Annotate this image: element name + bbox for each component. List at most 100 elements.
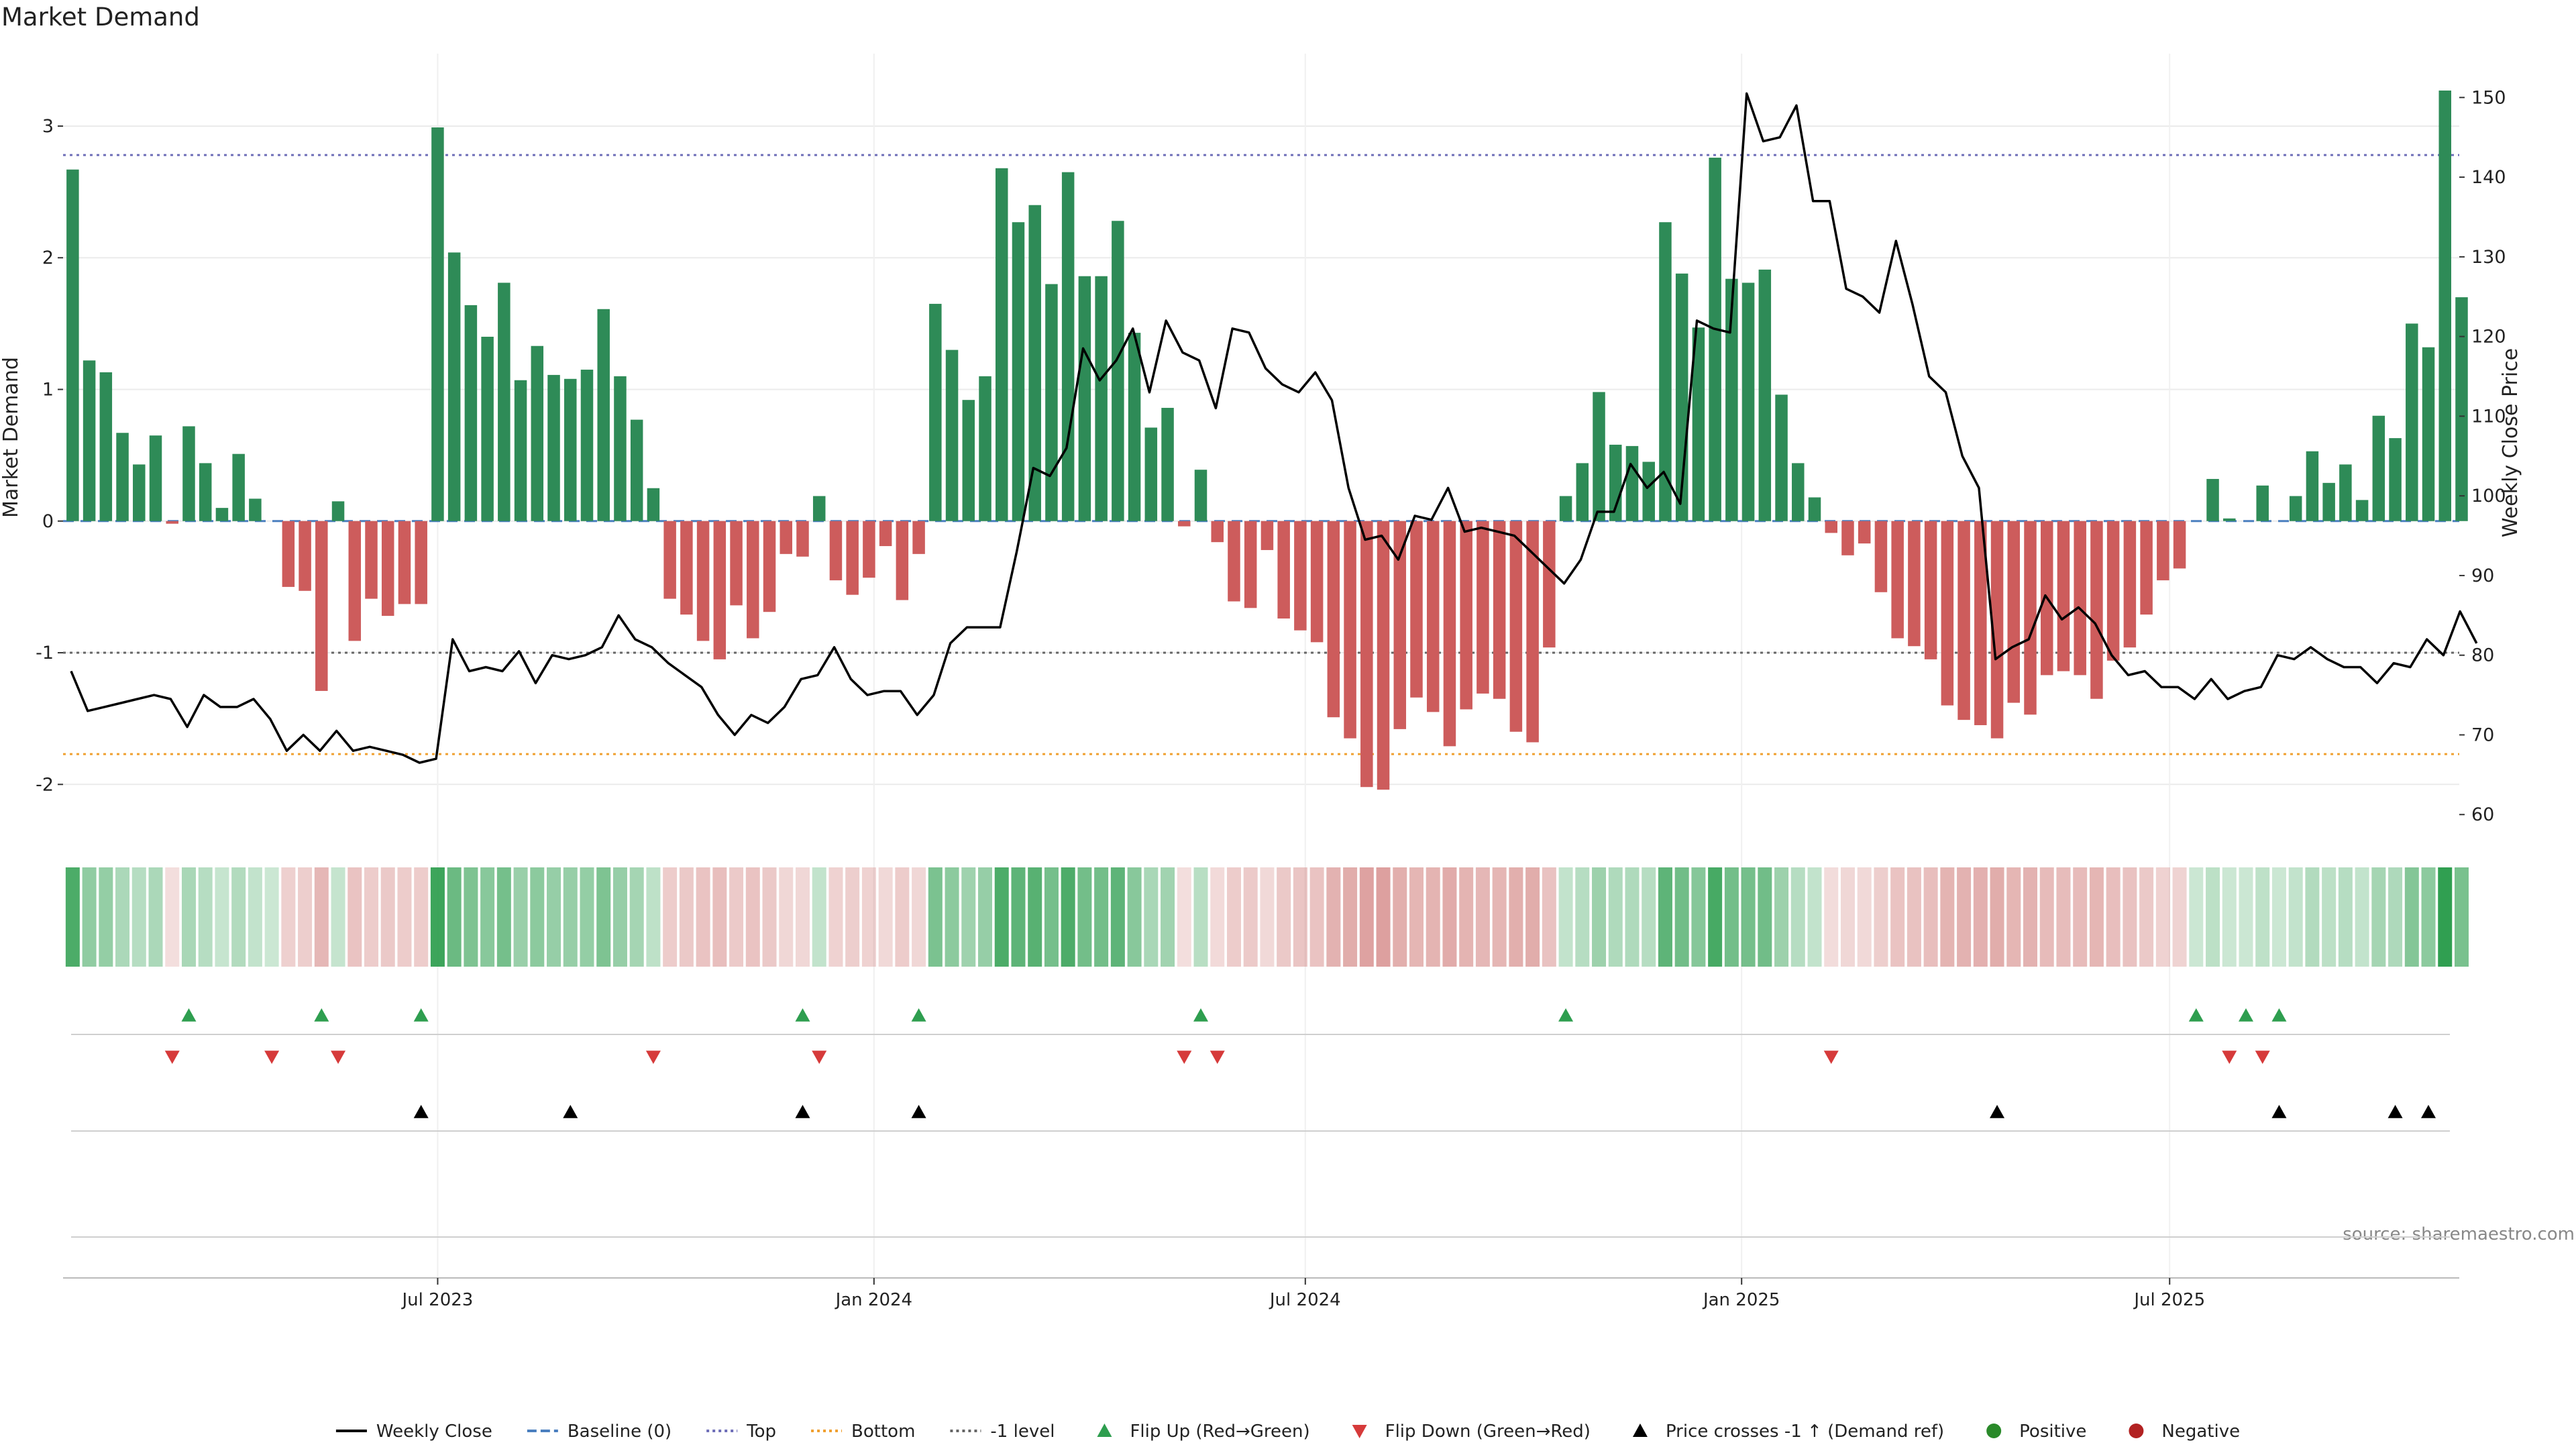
price-cross-marker xyxy=(2271,1105,2287,1118)
negative-demand-bar xyxy=(2173,521,2186,569)
positive-demand-bar xyxy=(215,508,229,521)
heatstrip-cell xyxy=(2089,867,2104,967)
y2-tick-label: 80 xyxy=(2471,645,2494,666)
positive-demand-bar xyxy=(1609,444,1622,521)
legend-label: Negative xyxy=(2161,1421,2240,1442)
negative-demand-bar xyxy=(663,521,676,599)
positive-demand-bar xyxy=(514,380,527,521)
legend-label: Price crosses -1 ↑ (Demand ref) xyxy=(1666,1421,1944,1442)
positive-demand-bar xyxy=(481,336,494,521)
negative-demand-bar xyxy=(1924,521,1937,659)
positive-demand-bar xyxy=(431,127,444,521)
heatstrip-cell xyxy=(1890,867,1905,967)
heatstrip-cell xyxy=(1642,867,1656,967)
heatstrip-cell xyxy=(1326,867,1341,967)
flip-down-marker xyxy=(1210,1051,1225,1064)
legend-symbol-triangle-down xyxy=(1352,1425,1367,1438)
heatstrip-cell xyxy=(1193,867,1208,967)
heatstrip-cell xyxy=(2206,867,2220,967)
negative-demand-bar xyxy=(680,521,693,615)
positive-demand-bar xyxy=(133,464,146,521)
negative-demand-bar xyxy=(315,521,328,691)
heatstrip-cell xyxy=(430,867,445,967)
y2-tick-label: 90 xyxy=(2471,566,2494,586)
negative-demand-bar xyxy=(2123,521,2137,648)
flip-down-marker xyxy=(812,1051,827,1064)
legend-symbol-circle xyxy=(1986,1424,2002,1438)
positive-demand-bar xyxy=(1045,284,1058,521)
heatstrip-cell xyxy=(1625,867,1640,967)
positive-demand-bar xyxy=(331,501,345,521)
heatstrip-cell xyxy=(1923,867,1938,967)
heatstrip-cell xyxy=(1044,867,1059,967)
legend-label: Flip Up (Red→Green) xyxy=(1130,1421,1309,1442)
heatstrip-cell xyxy=(745,867,760,967)
flip-down-marker xyxy=(264,1051,280,1064)
positive-demand-bar xyxy=(2289,496,2302,521)
heatstrip-cell xyxy=(148,867,163,967)
heatstrip-cell xyxy=(264,867,279,967)
price-cross-marker xyxy=(2421,1105,2436,1118)
heatstrip-cell xyxy=(447,867,462,967)
y2-tick-label: 140 xyxy=(2471,167,2506,188)
positive-demand-bar xyxy=(2406,323,2418,521)
heatstrip-cell xyxy=(2222,867,2237,967)
heatstrip-cell xyxy=(2305,867,2320,967)
heatstrip-cell xyxy=(198,867,213,967)
heatstrip-cell xyxy=(1840,867,1855,967)
heatstrip-cell xyxy=(1475,867,1490,967)
negative-demand-bar xyxy=(763,521,776,612)
heatstrip-cell xyxy=(1724,867,1739,967)
legend-label: Positive xyxy=(2019,1421,2086,1442)
heatstrip-cell xyxy=(1409,867,1424,967)
heatstrip-cell xyxy=(1708,867,1723,967)
legend: Weekly Close Baseline (0) Top Bottom -1 leve… xyxy=(335,1421,2240,1442)
positive-demand-bar xyxy=(1692,327,1705,521)
heatstrip-cell xyxy=(2172,867,2187,967)
negative-demand-bar xyxy=(846,521,859,595)
positive-demand-bar xyxy=(498,282,511,521)
legend-label: Top xyxy=(746,1421,776,1442)
legend-label: Weekly Close xyxy=(376,1421,492,1442)
heatstrip-cell xyxy=(2271,867,2286,967)
heatstrip-cell xyxy=(1110,867,1125,967)
positive-demand-bar xyxy=(580,370,594,521)
heatstrip-cell xyxy=(1061,867,1075,967)
gridlines xyxy=(63,54,2459,1278)
heatstrip-cell xyxy=(1907,867,1921,967)
heatstrip-cell xyxy=(629,867,644,967)
heatstrip-cell xyxy=(115,867,130,967)
heatstrip-cell xyxy=(2355,867,2369,967)
negative-demand-bar xyxy=(1825,521,1837,533)
heatstrip-cell xyxy=(1525,867,1540,967)
positive-demand-bar xyxy=(1144,427,1158,521)
heatstrip-cell xyxy=(513,867,528,967)
positive-demand-bar xyxy=(1625,445,1639,521)
flip-up-marker xyxy=(911,1008,926,1022)
negative-demand-bar xyxy=(1277,521,1290,619)
flip-up-marker xyxy=(2188,1008,2204,1022)
positive-demand-bar xyxy=(995,168,1008,521)
heatstrip-cell xyxy=(1343,867,1358,967)
negative-demand-bar xyxy=(780,521,793,554)
negative-demand-bar xyxy=(730,521,743,606)
chart-title: Market Demand xyxy=(1,3,200,32)
heatstrip-cell xyxy=(165,867,180,967)
heatstrip-cell xyxy=(2322,867,2337,967)
flip-up-marker xyxy=(1193,1008,1209,1022)
legend-label: Baseline (0) xyxy=(568,1421,672,1442)
flip-up-marker xyxy=(181,1008,197,1022)
positive-demand-bar xyxy=(2306,451,2319,521)
flip-up-marker xyxy=(314,1008,329,1022)
heatstrip-cell xyxy=(895,867,910,967)
negative-demand-bar xyxy=(365,521,378,599)
negative-demand-bar xyxy=(863,521,875,578)
positive-demand-bar xyxy=(1161,407,1174,521)
heatstrip-cell xyxy=(1492,867,1507,967)
heatstrip-cell xyxy=(215,867,229,967)
negative-demand-bar xyxy=(2157,521,2169,581)
heatstrip-cell xyxy=(2155,867,2170,967)
heatstrip-cell xyxy=(1824,867,1839,967)
heatstrip-cell xyxy=(2106,867,2121,967)
heatstrip-cell xyxy=(1940,867,1955,967)
